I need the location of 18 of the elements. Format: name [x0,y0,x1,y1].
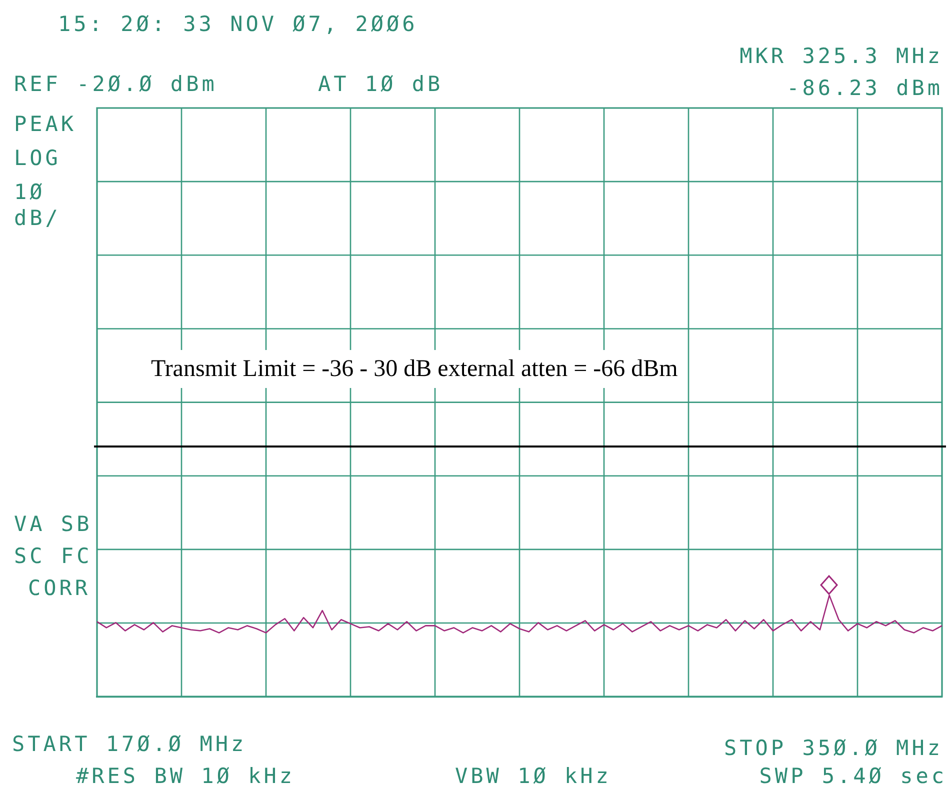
text: #RES BW 1Ø kHz [76,764,296,788]
text: STOP 35Ø.Ø MHz [724,736,943,760]
text: Transmit Limit = -36 - 30 dB external atten = -66 dBm [143,350,686,388]
text: CORR [28,576,91,600]
text: AT 1Ø dB [318,72,444,96]
text: VBW 1Ø kHz [455,764,612,788]
text: START 17Ø.Ø MHz [12,732,247,756]
text: SC FC [14,544,92,568]
text: SWP 5.4Ø sec [759,764,947,788]
text: REF -2Ø.Ø dBm [14,72,218,96]
text: PEAK [14,112,77,136]
text: 15: 2Ø: 33 NOV Ø7, 2ØØ6 [58,12,418,36]
text: -86.23 dBm [786,76,943,100]
text: VA SB [14,512,92,536]
text: 1Ø [14,180,46,204]
text: MKR 325.3 MHz [740,44,943,68]
text: LOG [14,146,61,170]
text: dB/ [14,206,61,230]
